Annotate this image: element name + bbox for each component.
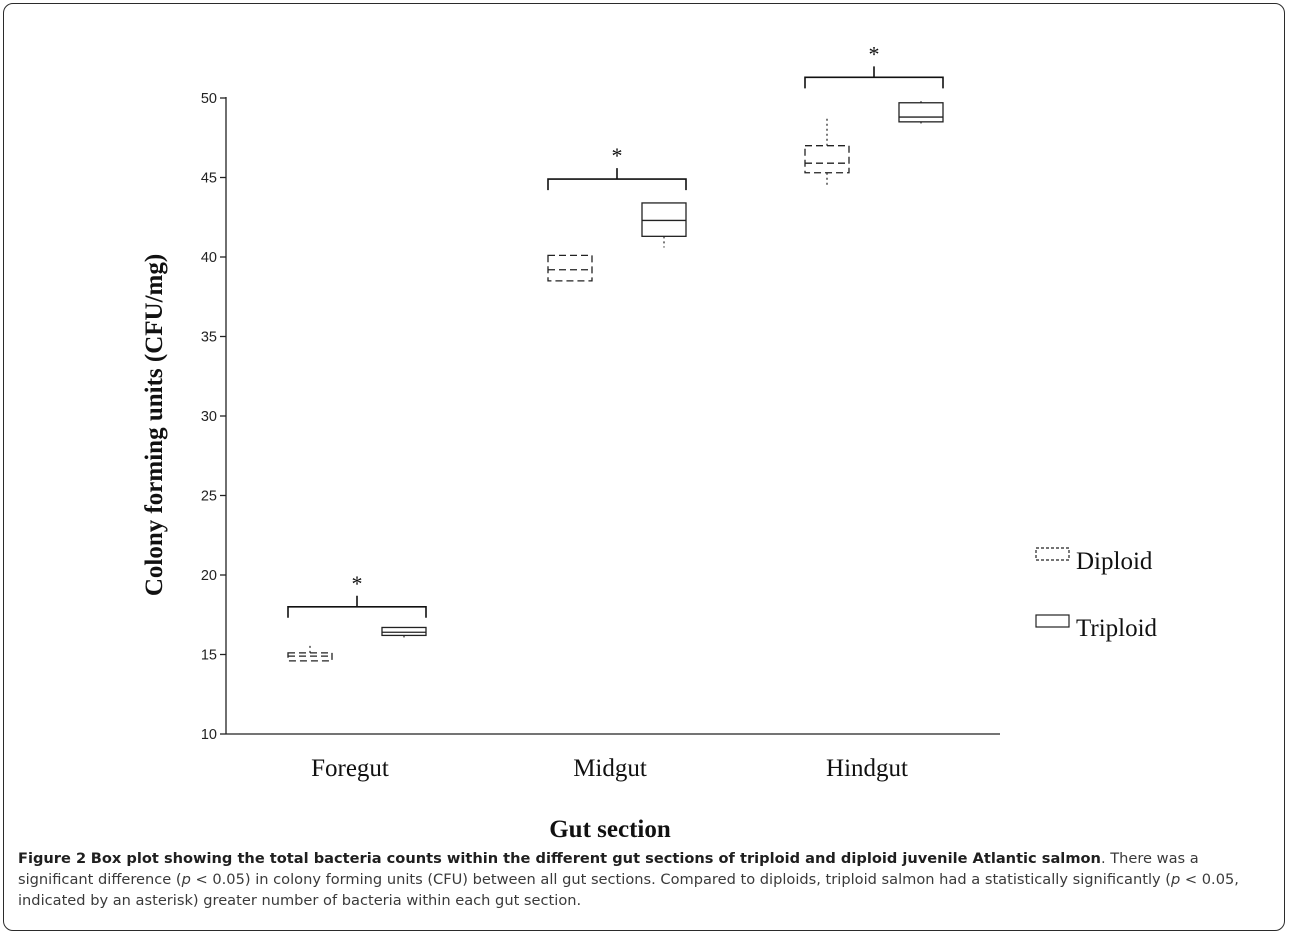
- x-tick-label: Midgut: [573, 755, 647, 782]
- y-tick-label: 25: [201, 489, 217, 505]
- x-tick-label: Hindgut: [826, 755, 908, 782]
- box-triploid-foregut: [382, 627, 426, 638]
- box-iqr: [642, 203, 686, 236]
- significance-bracket: *: [288, 571, 426, 618]
- box-iqr: [805, 146, 849, 173]
- figure-label: Figure 2: [18, 850, 86, 867]
- legend-swatch: [1036, 548, 1069, 560]
- figure-title-end: .: [1101, 850, 1106, 867]
- bracket-line: [288, 596, 426, 618]
- box-diploid-midgut: [548, 255, 592, 280]
- y-tick-label: 15: [201, 648, 217, 664]
- y-tick-label: 10: [201, 727, 217, 743]
- caption-p-symbol-2: p: [1171, 871, 1180, 888]
- box-triploid-hindgut: [899, 101, 943, 123]
- box-iqr: [288, 653, 332, 661]
- box-diploid-hindgut: [805, 119, 849, 186]
- x-axis-title: Gut section: [549, 816, 671, 840]
- legend-item-triploid: Triploid: [1036, 615, 1158, 642]
- caption-text-2: < 0.05) in colony forming units (CFU) be…: [191, 871, 1171, 888]
- significance-bracket: *: [548, 143, 686, 190]
- box-iqr: [899, 103, 943, 122]
- y-tick-label: 50: [201, 91, 217, 107]
- legend-label: Diploid: [1076, 548, 1153, 575]
- box-triploid-midgut: [642, 203, 686, 248]
- significance-bracket: *: [805, 41, 943, 88]
- y-tick-label: 30: [201, 409, 217, 425]
- y-tick-label: 35: [201, 330, 217, 346]
- legend-item-diploid: Diploid: [1036, 548, 1153, 575]
- figure-caption: Figure 2 Box plot showing the total bact…: [18, 848, 1274, 911]
- y-axis-title: Colony forming units (CFU/mg): [141, 254, 168, 596]
- y-tick-label: 40: [201, 250, 217, 266]
- box-diploid-foregut: [288, 643, 332, 660]
- x-tick-label: Foregut: [311, 755, 389, 782]
- bracket-line: [548, 168, 686, 190]
- caption-p-symbol-1: p: [182, 871, 191, 888]
- figure-title: Box plot showing the total bacteria coun…: [91, 850, 1101, 867]
- significance-asterisk: *: [869, 41, 880, 66]
- legend-label: Triploid: [1076, 615, 1158, 642]
- bracket-line: [805, 66, 943, 88]
- significance-asterisk: *: [612, 143, 623, 168]
- box-iqr: [382, 627, 426, 635]
- significance-asterisk: *: [352, 571, 363, 596]
- legend-swatch: [1036, 615, 1069, 627]
- box-iqr: [548, 255, 592, 280]
- y-tick-label: 45: [201, 171, 217, 187]
- y-tick-label: 20: [201, 568, 217, 584]
- box-plot-chart: 10 15 20 25 30 35 40 45 50 Foregut Midgut Hindgut *…: [0, 0, 1290, 840]
